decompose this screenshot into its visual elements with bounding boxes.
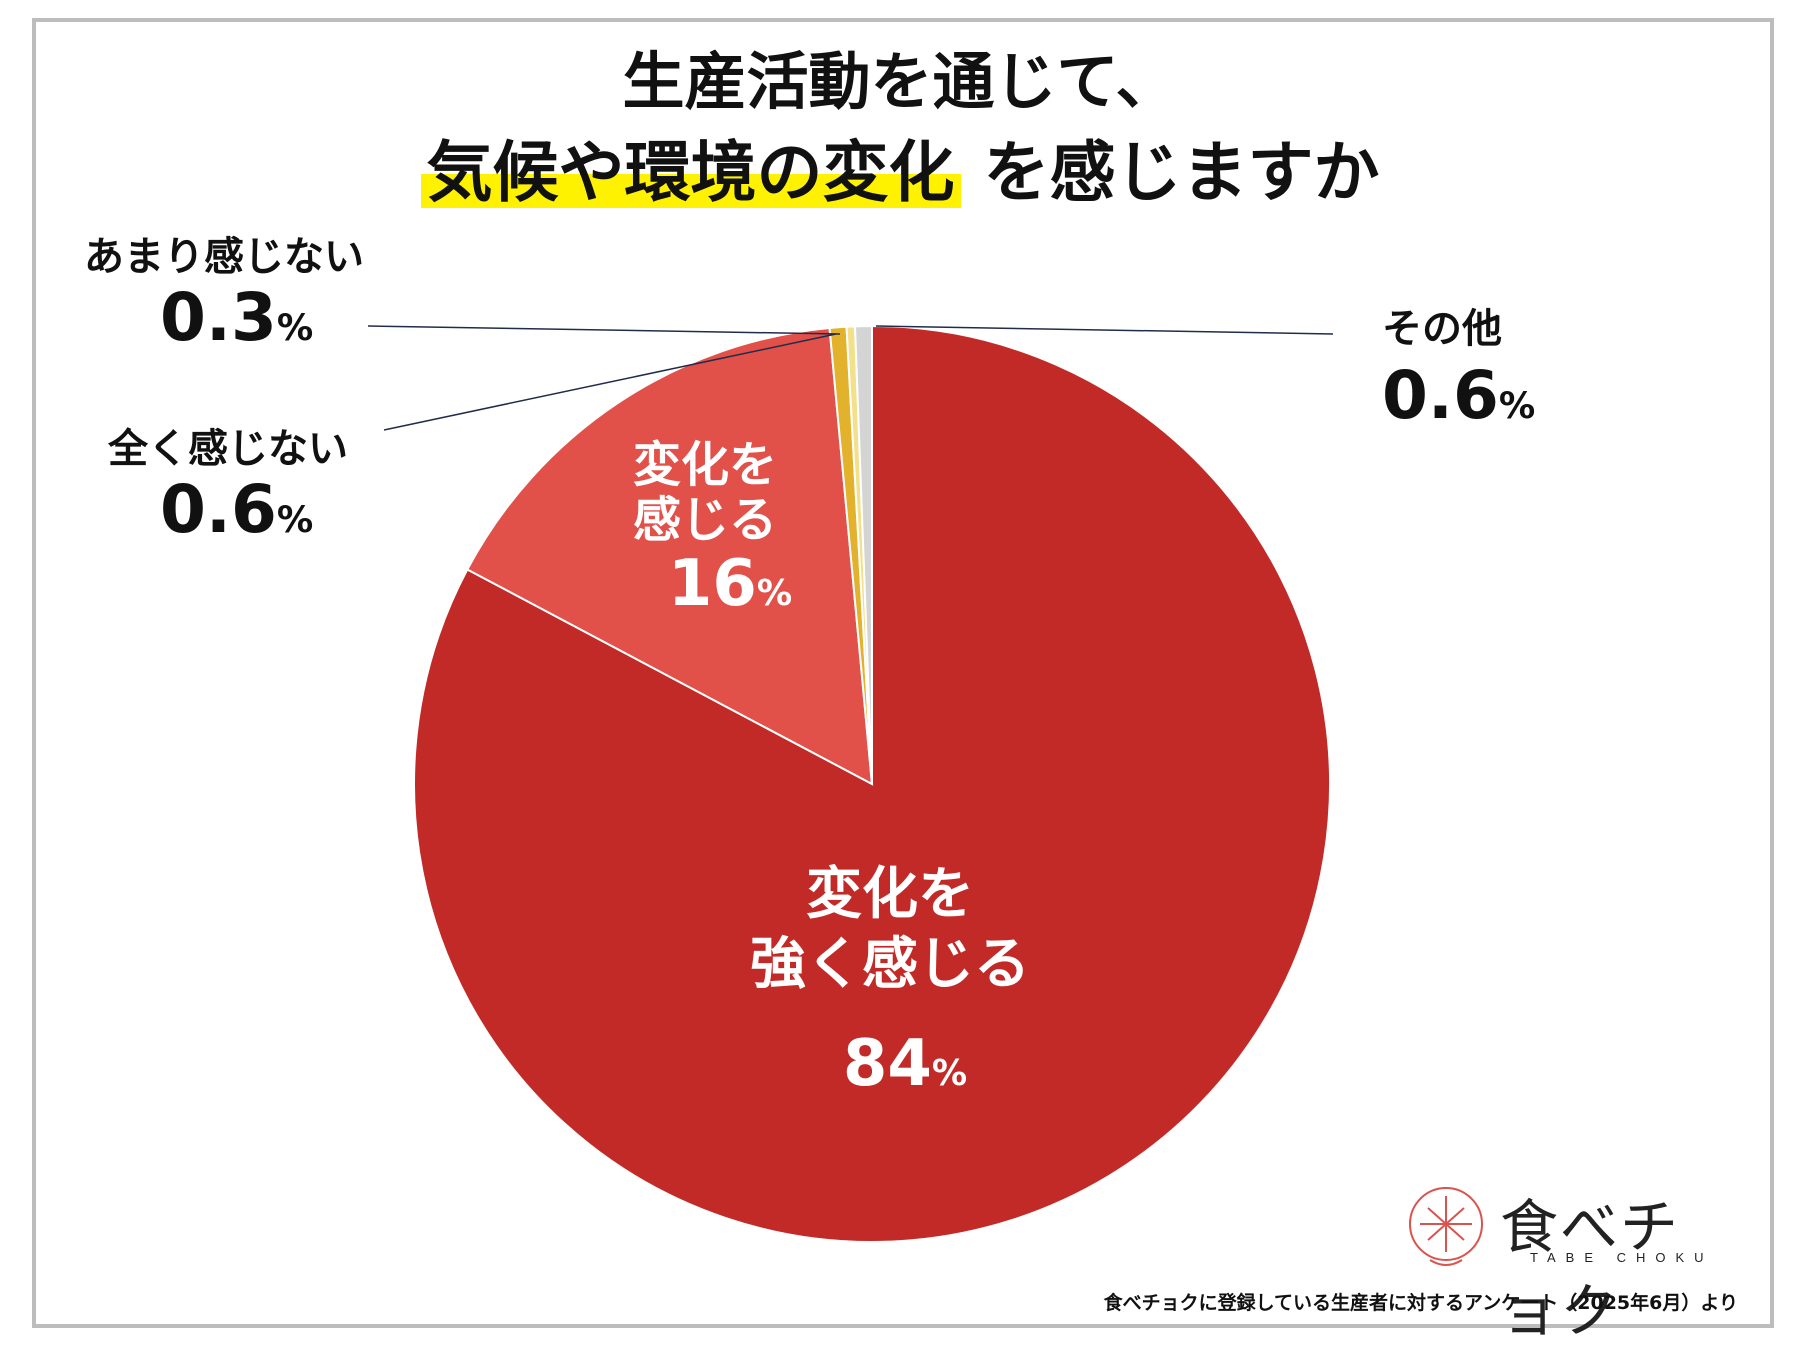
label-strong-line1: 変化を — [806, 862, 974, 927]
label-feel-line2: 感じる — [632, 492, 777, 549]
chart-title-line2: 気候や環境の変化 を感じますか — [0, 128, 1800, 218]
label-other-value: 0.6% — [1382, 357, 1536, 434]
label-strong-line2: 強く感じる — [750, 932, 1030, 997]
pie-slice-5 — [853, 324, 873, 785]
source-note: 食べチョクに登録している生産者に対するアンケート（2025年6月）より — [1103, 1292, 1738, 1314]
logo-brand: 食べチョク — [1500, 1193, 1681, 1345]
chart-title-line1: 生産活動を通じて、 — [622, 45, 1178, 118]
label-strong: 変化を 強く感じる 84% — [740, 860, 1040, 1104]
label-feel: 変化を 感じる 16% — [600, 437, 810, 622]
label-notatall-value: 0.6% — [160, 471, 314, 548]
label-feel-value: 16% — [667, 547, 793, 622]
label-notmuch-name: あまり感じない — [84, 234, 364, 280]
label-notmuch: あまり感じない 0.3% — [84, 234, 364, 356]
leader-line-notatall — [383, 333, 837, 431]
leader-line-other — [875, 325, 1334, 335]
title-rest: を感じますか — [960, 134, 1380, 211]
label-strong-value: 84% — [842, 1027, 968, 1101]
label-notatall-name: 全く感じない — [108, 426, 348, 472]
pie-slice-2 — [465, 326, 874, 786]
label-other-name: その他 — [1382, 306, 1502, 352]
logo-brand-en: TABE CHOKU — [1530, 1250, 1714, 1265]
leader-line-notmuch — [367, 325, 841, 335]
tabechoku-logo: 食べチョク TABE CHOKU — [1400, 1180, 1730, 1345]
chart-frame — [32, 18, 1774, 1328]
label-other: その他 0.6% — [1382, 306, 1535, 434]
label-notmuch-value: 0.3% — [160, 279, 314, 356]
label-notatall: 全く感じない 0.6% — [108, 426, 348, 548]
title-highlight: 気候や環境の変化 — [420, 134, 961, 211]
label-feel-line1: 変化を — [632, 437, 777, 493]
logo-mark-icon — [1409, 1187, 1483, 1266]
